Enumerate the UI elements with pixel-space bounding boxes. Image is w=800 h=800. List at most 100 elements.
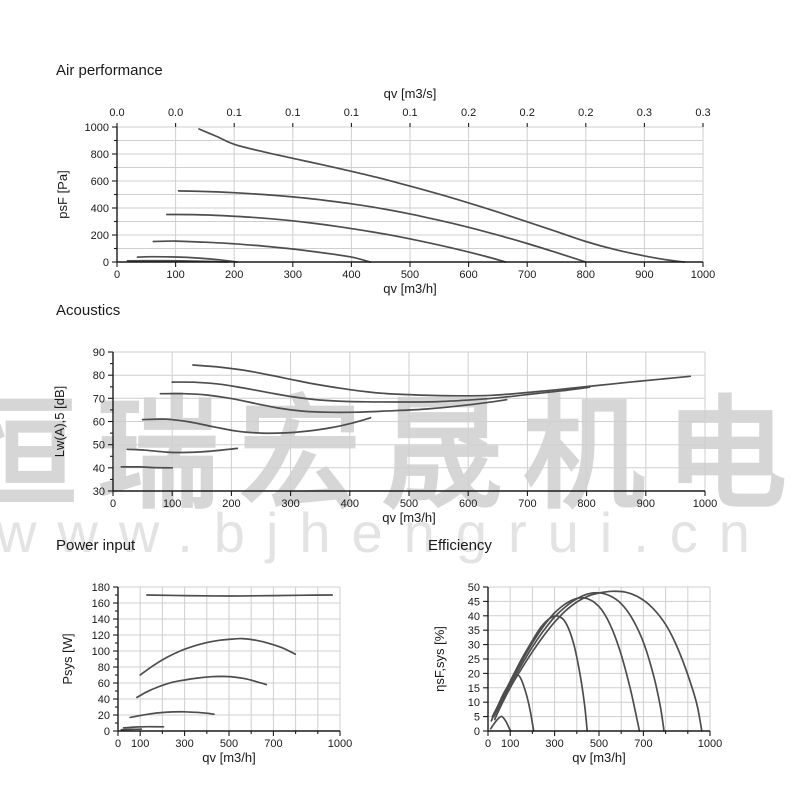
curve-speed-3 [165,213,507,263]
svg-text:100: 100 [501,738,519,750]
svg-text:70: 70 [93,393,105,405]
svg-text:qv [m3/s]: qv [m3/s] [384,86,437,101]
svg-text:0: 0 [115,738,121,750]
svg-text:1000: 1000 [328,738,352,750]
efficiency-chart: 0 100 300 500 700 1000 0 5 10 15 20 25 30 35 40 45 50 qv … [432,582,722,765]
svg-text:qv [m3/h]: qv [m3/h] [382,510,435,525]
svg-text:200: 200 [222,498,240,510]
curve-speed-2 [492,591,665,732]
svg-text:80: 80 [98,662,110,674]
watermark-url-text: www.bjhengrui.cn [0,501,771,564]
curve-speed-6 [120,728,143,731]
svg-text:700: 700 [264,738,282,750]
curve-speed-5 [126,447,239,454]
air-performance-title: Air performance [56,62,163,79]
svg-text:80: 80 [93,370,105,382]
svg-text:0: 0 [110,498,116,510]
curve-speed-2 [171,381,591,403]
svg-text:10: 10 [468,697,480,709]
curve-speed-5 [136,255,238,263]
svg-text:0.3: 0.3 [637,107,652,119]
svg-text:ηsF,sys [%]: ηsF,sys [%] [432,626,447,692]
curve-speed-5 [490,674,535,732]
svg-text:600: 600 [459,269,477,281]
svg-text:700: 700 [518,498,536,510]
svg-text:600: 600 [91,176,109,188]
svg-text:20: 20 [98,710,110,722]
svg-text:100: 100 [131,738,149,750]
svg-text:25: 25 [468,654,480,666]
svg-text:800: 800 [577,269,595,281]
curve-speed-2 [177,190,587,263]
svg-text:qv [m3/h]: qv [m3/h] [202,750,255,765]
svg-text:0.2: 0.2 [461,107,476,119]
svg-text:30: 30 [468,640,480,652]
svg-text:700: 700 [634,738,652,750]
efficiency-title: Efficiency [428,537,492,554]
curve-speed-4 [141,416,372,435]
svg-text:0: 0 [485,738,491,750]
curve-speed-1 [192,364,692,397]
svg-text:1000: 1000 [698,738,722,750]
svg-text:500: 500 [590,738,608,750]
svg-text:0.1: 0.1 [227,107,242,119]
curve-speed-1 [198,128,686,263]
svg-text:0: 0 [103,257,109,269]
svg-text:500: 500 [400,498,418,510]
curve-speed-2 [139,637,297,676]
acoustics-chart: 0 100 200 300 400 500 600 700 800 900 1000 30 40 50 60… [52,347,717,525]
svg-text:700: 700 [518,269,536,281]
svg-text:300: 300 [281,498,299,510]
svg-text:40: 40 [93,463,105,475]
svg-text:1000: 1000 [693,498,717,510]
svg-text:20: 20 [468,668,480,680]
svg-text:qv [m3/h]: qv [m3/h] [572,750,625,765]
svg-text:160: 160 [92,598,110,610]
svg-text:300: 300 [175,738,193,750]
svg-text:400: 400 [341,498,359,510]
svg-text:qv [m3/h]: qv [m3/h] [383,281,436,296]
svg-text:0.1: 0.1 [285,107,300,119]
curve-speed-3 [492,596,641,732]
curve-speed-3 [136,675,268,699]
svg-text:60: 60 [93,417,105,429]
svg-text:40: 40 [98,694,110,706]
watermark-cjk-text: 恒瑞宏晟机电 [0,387,800,523]
curve-speed-3 [159,392,508,414]
acoustics-title: Acoustics [56,302,121,319]
svg-text:900: 900 [635,269,653,281]
power-input-title: Power input [56,537,136,554]
svg-text:5: 5 [474,712,480,724]
svg-text:800: 800 [91,149,109,161]
svg-text:0.0: 0.0 [168,107,183,119]
svg-text:0.3: 0.3 [695,107,710,119]
curve-speed-5 [122,725,165,729]
svg-text:600: 600 [459,498,477,510]
svg-text:200: 200 [91,230,109,242]
svg-text:60: 60 [98,678,110,690]
svg-text:30: 30 [93,486,105,498]
power-input-chart: 0 100 300 500 700 1000 0 20 40 60 80 100 120 140 160 18… [60,582,352,765]
air-performance-chart: 0 100 200 300 400 500 600 700 800 900 1000 0 200 400 6… [55,86,715,296]
svg-text:0: 0 [114,269,120,281]
svg-text:120: 120 [92,630,110,642]
svg-text:800: 800 [577,498,595,510]
svg-text:400: 400 [342,269,360,281]
svg-text:40: 40 [468,611,480,623]
svg-text:0: 0 [474,726,480,738]
svg-text:400: 400 [91,203,109,215]
svg-text:90: 90 [93,347,105,359]
svg-text:45: 45 [468,596,480,608]
svg-text:140: 140 [92,614,110,626]
svg-text:0.2: 0.2 [520,107,535,119]
svg-text:100: 100 [166,269,184,281]
curve-speed-4 [129,710,215,719]
svg-text:500: 500 [401,269,419,281]
svg-text:1000: 1000 [691,269,715,281]
svg-text:180: 180 [92,582,110,594]
svg-text:100: 100 [163,498,181,510]
svg-text:300: 300 [284,269,302,281]
curve-speed-4 [152,240,372,263]
svg-text:0.1: 0.1 [344,107,359,119]
